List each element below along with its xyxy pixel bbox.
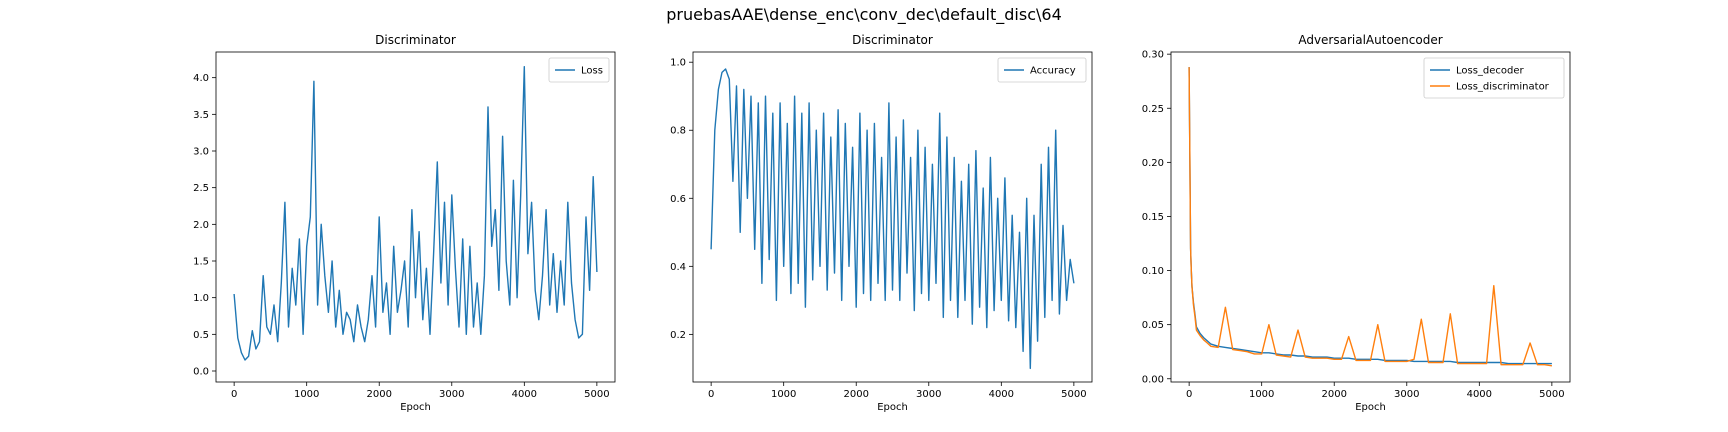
chart-panel-discriminator-accuracy: 0 1000 2000 3000 4000 5000 0.2 0.4 0.6 0.8 1.0 Disc… — [670, 33, 1093, 413]
legend-label: Loss_discriminator — [1456, 82, 1550, 93]
legend-box — [548, 57, 610, 83]
y-tick-label: 1.0 — [193, 293, 209, 304]
x-tick-label: 0 — [231, 389, 237, 400]
legend-label: Loss — [581, 66, 603, 77]
x-axis-label: Epoch — [400, 402, 431, 413]
x-axis-label: Epoch — [1355, 402, 1386, 413]
y-tick-label: 0.10 — [1142, 266, 1164, 277]
axes-frame — [692, 51, 1093, 383]
y-tick-label: 4.0 — [193, 73, 209, 84]
x-tick-label: 4000 — [989, 389, 1014, 400]
y-tick-label: 0.2 — [670, 330, 686, 341]
y-tick-label: 3.0 — [193, 147, 209, 158]
y-tick-label: 0.00 — [1142, 374, 1164, 385]
x-tick-label: 0 — [1186, 389, 1192, 400]
chart-panel-discriminator-loss: 0 1000 2000 3000 4000 5000 0.0 0.5 1.0 1.5 2.0 2.5 3… — [193, 33, 616, 413]
x-tick-label: 4000 — [1467, 389, 1492, 400]
chart-title: AdversarialAutoencoder — [1298, 33, 1442, 47]
legend: Accuracy — [997, 57, 1087, 83]
series-line-loss — [233, 66, 598, 361]
y-tick-label: 2.5 — [193, 183, 209, 194]
x-tick-label: 5000 — [1061, 389, 1086, 400]
x-tick-label: 5000 — [584, 389, 609, 400]
y-tick-label: 0.05 — [1142, 320, 1164, 331]
axes-frame — [1170, 51, 1571, 383]
y-tick-label: 3.5 — [193, 110, 209, 121]
legend-box — [997, 57, 1087, 83]
x-tick-label: 3000 — [1394, 389, 1419, 400]
chart-title: Discriminator — [375, 33, 456, 47]
y-tick-label: 0.5 — [193, 330, 209, 341]
x-tick-label: 0 — [708, 389, 714, 400]
figure-title: pruebasAAE\dense_enc\conv_dec\default_di… — [666, 5, 1062, 24]
series-line-loss-discriminator — [1188, 67, 1553, 367]
chart-panel-adversarial-autoencoder: 0 1000 2000 3000 4000 5000 0.00 0.05 0.10 0.15 0.2… — [1142, 33, 1571, 413]
legend: Loss — [548, 57, 610, 83]
y-tick-label: 0.0 — [193, 367, 209, 378]
x-tick-label: 4000 — [512, 389, 537, 400]
x-tick-label: 2000 — [1322, 389, 1347, 400]
y-tick-label: 0.30 — [1142, 50, 1164, 61]
axes-frame — [215, 51, 616, 383]
x-tick-label: 1000 — [294, 389, 319, 400]
y-tick-label: 1.5 — [193, 257, 209, 268]
y-tick-label: 0.4 — [670, 262, 686, 273]
y-tick-label: 2.0 — [193, 220, 209, 231]
x-tick-label: 5000 — [1539, 389, 1564, 400]
x-tick-label: 3000 — [439, 389, 464, 400]
y-tick-label: 0.25 — [1142, 104, 1164, 115]
x-tick-label: 2000 — [367, 389, 392, 400]
legend-label: Loss_decoder — [1456, 66, 1525, 77]
x-tick-label: 3000 — [916, 389, 941, 400]
y-tick-label: 0.6 — [670, 194, 686, 205]
series-line-accuracy — [710, 68, 1075, 370]
y-tick-label: 0.20 — [1142, 158, 1164, 169]
legend: Loss_decoder Loss_discriminator — [1423, 57, 1565, 99]
y-tick-label: 0.15 — [1142, 212, 1164, 223]
legend-box — [1423, 57, 1565, 99]
x-tick-label: 2000 — [844, 389, 869, 400]
x-tick-label: 1000 — [771, 389, 796, 400]
x-tick-label: 1000 — [1249, 389, 1274, 400]
legend-label: Accuracy — [1030, 66, 1076, 77]
y-tick-label: 0.8 — [670, 126, 686, 137]
chart-title: Discriminator — [852, 33, 933, 47]
x-axis-label: Epoch — [877, 402, 908, 413]
y-tick-label: 1.0 — [670, 58, 686, 69]
